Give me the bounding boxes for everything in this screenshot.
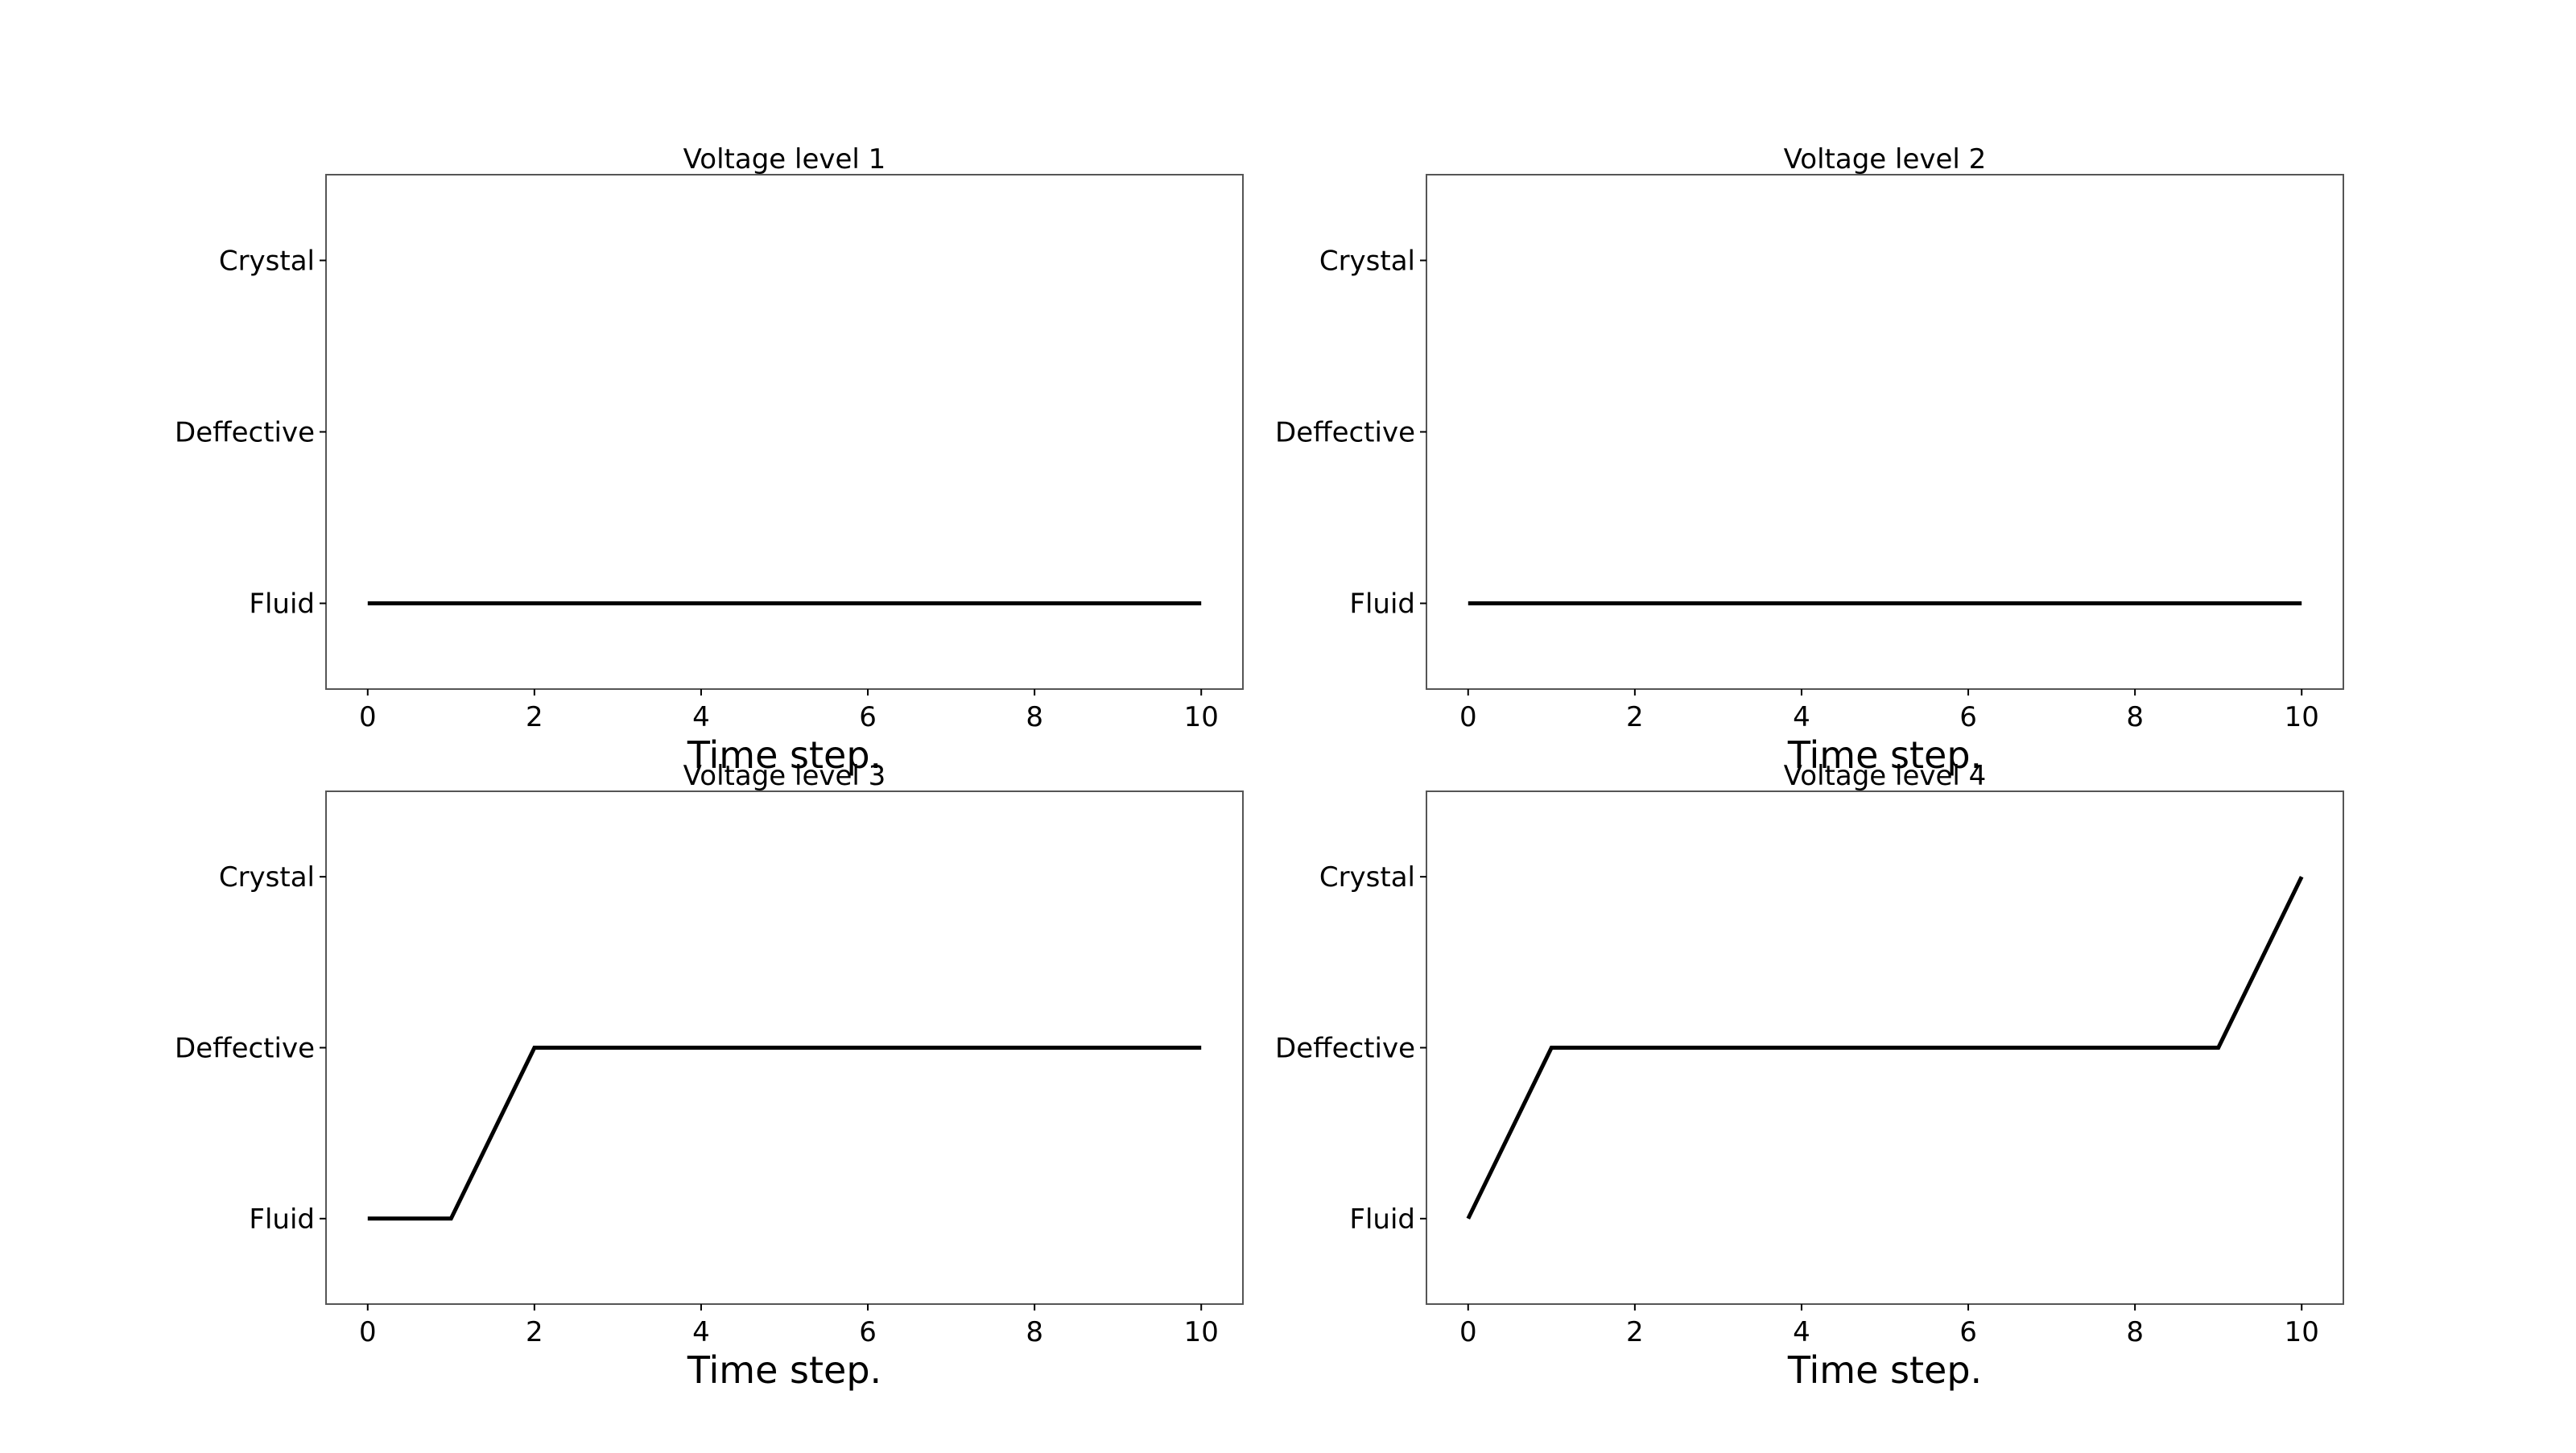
x-tick-label: 4 <box>1793 701 1810 733</box>
x-tick-label: 6 <box>859 1316 877 1348</box>
x-axis-label: Time step. <box>687 733 881 777</box>
plot-frame <box>325 174 1244 690</box>
x-tick-label: 4 <box>692 1316 710 1348</box>
x-tick-label: 2 <box>526 1316 543 1348</box>
y-tick-label: Fluid <box>249 1203 315 1236</box>
y-tick-label: Fluid <box>1349 1203 1415 1236</box>
subplot-title: Voltage level 1 <box>683 143 886 175</box>
subplot-4: Voltage level 4 0 2 4 6 8 10 Fluid Deffective Cry… <box>1275 760 2344 1392</box>
x-tick-label: 6 <box>859 701 877 733</box>
x-tick-label: 8 <box>1026 1316 1043 1348</box>
x-tick-label: 2 <box>1626 701 1644 733</box>
subplot-1: Voltage level 1 0 2 4 6 8 10 Fluid Deffective Cry… <box>175 143 1244 777</box>
x-tick-label: 8 <box>2126 1316 2144 1348</box>
subplot-title: Voltage level 2 <box>1784 143 1987 175</box>
x-tick-label: 0 <box>1459 701 1477 733</box>
x-tick-label: 10 <box>2285 701 2319 733</box>
x-tick-label: 0 <box>359 1316 377 1348</box>
y-tick-label: Fluid <box>249 588 315 621</box>
y-tick-label: Crystal <box>219 861 315 894</box>
subplot-title: Voltage level 3 <box>683 760 886 792</box>
x-axis-label: Time step. <box>1787 1348 1982 1392</box>
x-tick-label: 0 <box>359 701 377 733</box>
x-tick-label: 8 <box>1026 701 1043 733</box>
x-tick-label: 8 <box>2126 701 2144 733</box>
x-tick-label: 2 <box>1626 1316 1644 1348</box>
subplot-3: Voltage level 3 0 2 4 6 8 10 Fluid Deffective Cry… <box>175 760 1244 1392</box>
x-tick-label: 10 <box>1184 701 1219 733</box>
x-tick-label: 4 <box>1793 1316 1810 1348</box>
x-tick-label: 2 <box>526 701 543 733</box>
x-tick-label: 10 <box>2285 1316 2319 1348</box>
y-tick-label: Fluid <box>1349 588 1415 621</box>
x-tick-label: 6 <box>1959 701 1977 733</box>
x-tick-label: 0 <box>1459 1316 1477 1348</box>
subplot-2: Voltage level 2 0 2 4 6 8 10 Fluid Deffective Cry… <box>1275 143 2344 777</box>
y-tick-label: Crystal <box>219 246 315 278</box>
y-tick-label: Deffective <box>175 1033 315 1065</box>
subplot-title: Voltage level 4 <box>1784 760 1987 792</box>
y-tick-label: Crystal <box>1319 246 1415 278</box>
x-axis-label: Time step. <box>1787 733 1982 777</box>
series-line <box>1466 876 2304 1220</box>
y-tick-label: Deffective <box>1275 417 1415 449</box>
plot-frame <box>1426 174 2344 690</box>
x-tick-label: 6 <box>1959 1316 1977 1348</box>
series-line <box>367 1046 1202 1221</box>
y-tick-label: Crystal <box>1319 861 1415 894</box>
x-tick-label: 10 <box>1184 1316 1219 1348</box>
x-axis-label: Time step. <box>687 1348 881 1392</box>
y-tick-label: Deffective <box>1275 1033 1415 1065</box>
x-tick-label: 4 <box>692 701 710 733</box>
y-tick-label: Deffective <box>175 417 315 449</box>
